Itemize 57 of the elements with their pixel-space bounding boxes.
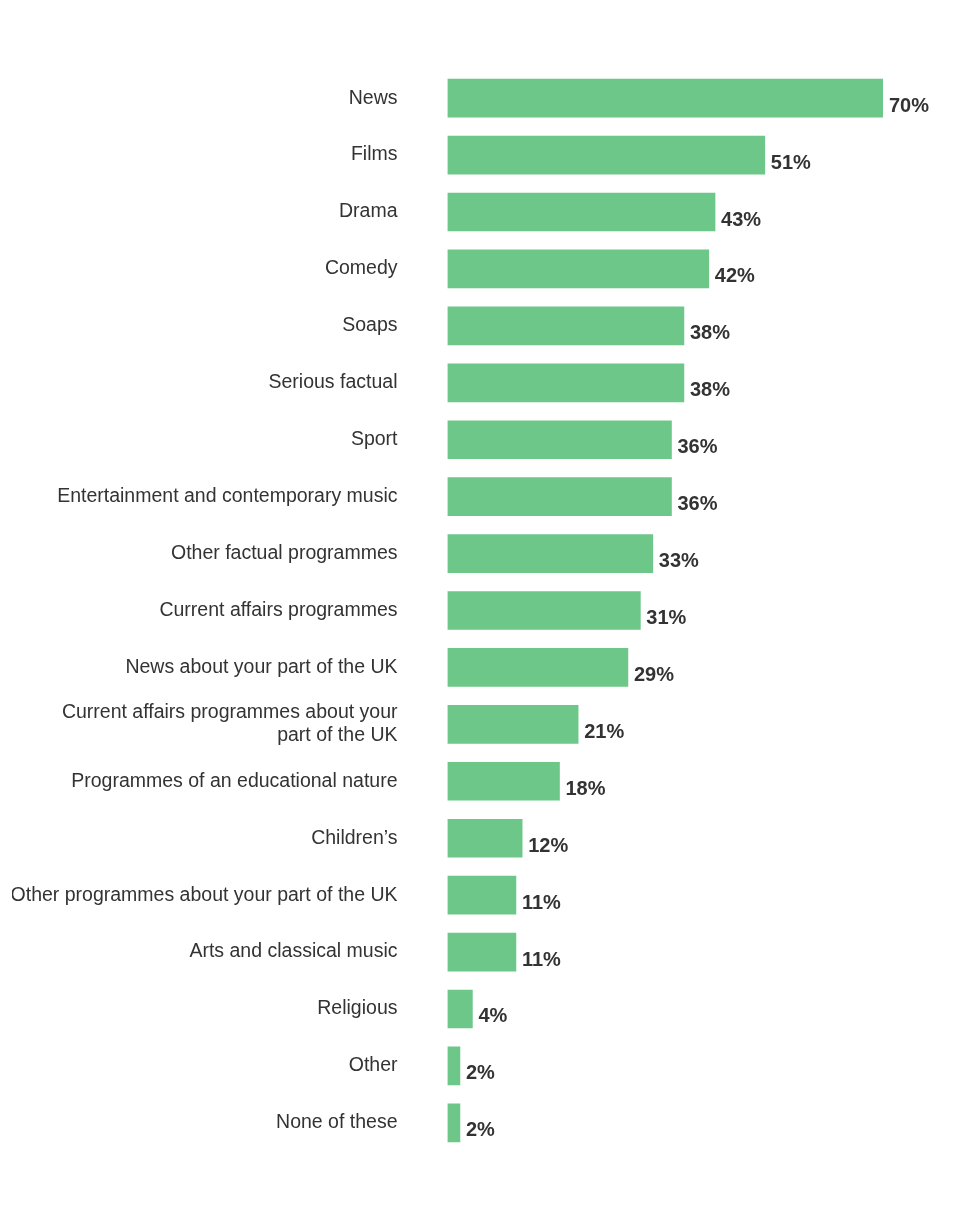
data-label: 31% xyxy=(646,606,687,629)
bar xyxy=(447,818,523,858)
y-tick-label: Serious factual xyxy=(268,370,398,393)
data-label: 29% xyxy=(633,662,675,685)
y-tick-label: Current affairs programmes about your part of the UK xyxy=(61,700,398,746)
y-tick-label: Children’s xyxy=(311,825,398,848)
y-tick-label: Other programmes about your part of the UK xyxy=(10,882,398,905)
y-tick-label: Films xyxy=(350,142,398,165)
data-label: 36% xyxy=(677,435,718,458)
data-label: 36% xyxy=(677,492,718,515)
y-tick-label: Other xyxy=(348,1053,398,1076)
bar xyxy=(447,705,579,744)
y-tick-label: Arts and classical music xyxy=(189,939,398,962)
bar xyxy=(447,477,672,516)
data-label: 2% xyxy=(465,1061,496,1084)
data-label: 33% xyxy=(658,549,700,572)
data-label: 12% xyxy=(528,833,569,856)
bar xyxy=(447,1103,461,1143)
y-tick-label: Programmes of an educational nature xyxy=(71,768,398,791)
bar xyxy=(447,591,641,630)
bar xyxy=(447,648,629,687)
bar xyxy=(447,1046,461,1086)
data-label: 2% xyxy=(465,1118,496,1141)
data-label: 18% xyxy=(565,776,606,799)
y-tick-label: None of these xyxy=(276,1110,398,1133)
data-label: 51% xyxy=(770,150,812,173)
data-label: 42% xyxy=(714,264,756,287)
y-tick-label: Other factual programmes xyxy=(170,540,398,563)
bar xyxy=(447,420,672,460)
bar xyxy=(447,761,560,801)
bar xyxy=(447,78,883,118)
data-label: 70% xyxy=(889,93,930,116)
y-tick-label: Entertainment and contemporary music xyxy=(57,484,398,507)
bar xyxy=(447,363,685,403)
bar xyxy=(447,192,716,232)
y-tick-label: Sport xyxy=(350,427,399,450)
y-tick-label: Current affairs programmes xyxy=(159,597,398,620)
bar xyxy=(447,306,685,346)
bar xyxy=(447,249,710,289)
y-tick-label: Drama xyxy=(338,199,398,222)
data-label: 11% xyxy=(521,890,562,913)
bar xyxy=(447,135,766,175)
y-tick-label: News about your part of the UK xyxy=(125,654,398,677)
data-label: 4% xyxy=(478,1004,508,1027)
data-label: 43% xyxy=(721,207,762,230)
y-tick-label: Soaps xyxy=(342,313,398,336)
data-label: 38% xyxy=(689,321,731,344)
bar xyxy=(447,875,517,915)
data-label: 38% xyxy=(689,378,731,401)
bar xyxy=(447,932,517,972)
y-tick-label: News xyxy=(348,85,398,108)
bar xyxy=(447,534,654,573)
y-tick-label: Comedy xyxy=(324,256,398,279)
y-tick-label: Religious xyxy=(317,996,398,1019)
data-label: 21% xyxy=(584,719,625,742)
bar xyxy=(447,989,473,1029)
data-label: 11% xyxy=(521,947,562,970)
